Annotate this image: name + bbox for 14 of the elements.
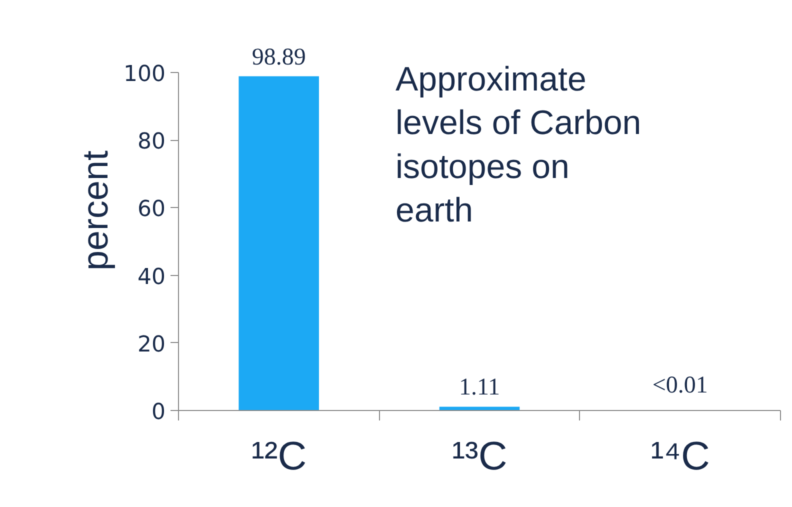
y-tick-label: 100: [124, 62, 166, 87]
x-tick-label: ¹⁴C: [650, 434, 710, 478]
text: Approximate levels of Carbon isotopes on earth: [396, 60, 642, 230]
y-tick-label: 0: [152, 400, 166, 425]
data-label: <0.01: [652, 372, 708, 398]
y-tick-label: 40: [138, 264, 166, 290]
y-tick-label: 60: [138, 197, 166, 222]
y-tick-label: 20: [138, 332, 166, 358]
data-label: 98.89: [252, 44, 306, 70]
x-tick-label: ¹³C: [452, 434, 508, 478]
y-tick-label: 80: [138, 130, 166, 155]
x-tick-label: ¹²C: [251, 434, 307, 478]
data-label: 1.11: [458, 374, 500, 401]
y-axis-title: percent: [74, 150, 116, 271]
